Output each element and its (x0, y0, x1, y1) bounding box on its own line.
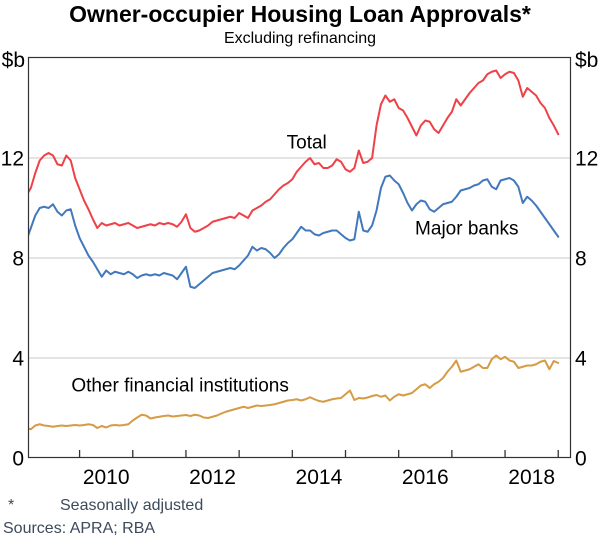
series-label-total: Total (287, 132, 327, 153)
y-tick-left-8: 8 (12, 248, 24, 271)
x-label-2010: 2010 (83, 466, 130, 489)
sources-text: Sources: APRA; RBA (3, 520, 156, 537)
x-label-2012: 2012 (189, 466, 236, 489)
plot-frame (27, 56, 572, 459)
x-label-2014: 2014 (296, 466, 343, 489)
x-axis-ticks (78, 450, 559, 457)
footnote-text: Seasonally adjusted (60, 497, 204, 514)
y-tick-right-8: 8 (575, 248, 587, 271)
footnote-marker: * (8, 497, 15, 514)
y-tick-right-12: 12 (575, 148, 598, 171)
y-tick-right-4: 4 (575, 348, 587, 371)
y-tick-left-0: 0 (12, 448, 24, 471)
chart-title: Owner-occupier Housing Loan Approvals* (69, 1, 531, 27)
series-line-1 (28, 174, 560, 289)
series-label-major-banks: Major banks (415, 219, 519, 240)
y-tick-left-4: 4 (12, 348, 24, 371)
chart-subtitle: Excluding refinancing (223, 30, 377, 47)
x-label-2018: 2018 (508, 466, 555, 489)
x-label-2016: 2016 (402, 466, 449, 489)
axis-labels: 0 0 4 4 8 8 12 12 $b $b 2010 2012 2014 2016 2018 (1, 49, 599, 489)
series-line-2 (28, 354, 560, 431)
gridlines (28, 157, 571, 359)
y-tick-left-12: 12 (1, 148, 24, 171)
series-line-0 (28, 69, 560, 233)
series-lines (28, 69, 560, 431)
unit-label-left: $b (2, 49, 25, 72)
series-label-other-financial-institutions: Other financial institutions (71, 376, 289, 397)
y-tick-right-0: 0 (575, 448, 587, 471)
unit-label-right: $b (575, 49, 598, 72)
